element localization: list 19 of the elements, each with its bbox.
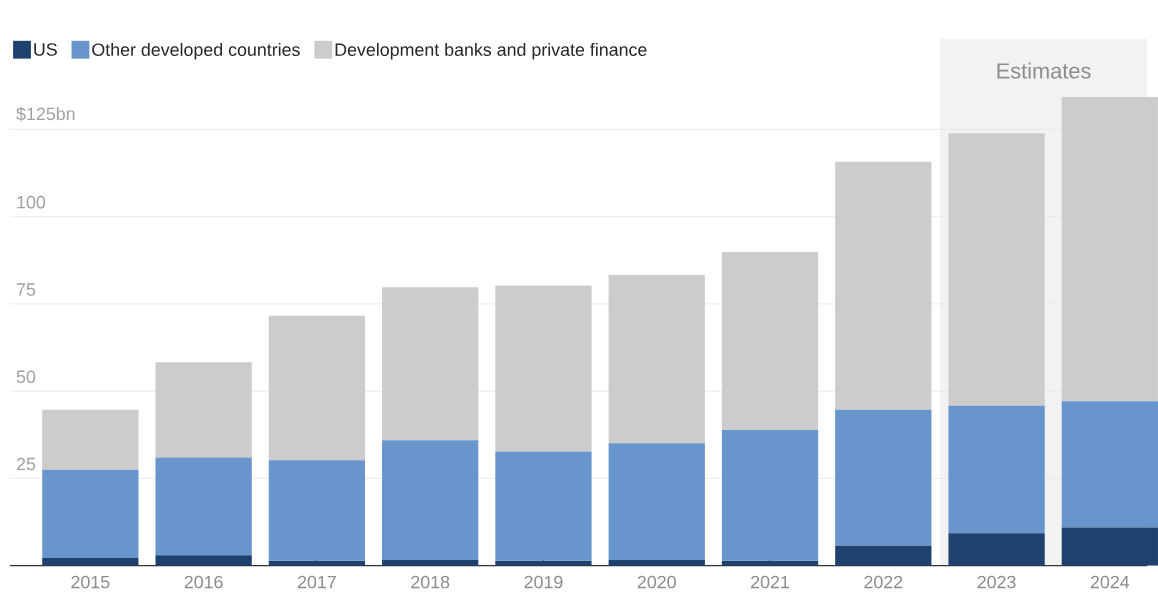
y-tick-label: 25 <box>16 457 36 471</box>
x-tick-label: 2015 <box>71 575 110 589</box>
x-tick-label: 2018 <box>411 575 450 589</box>
legend-label: Development banks and private finance <box>335 42 647 60</box>
x-tick-label: 2021 <box>751 575 789 589</box>
y-tick-label: 50 <box>16 370 36 383</box>
x-tick-label: 2016 <box>184 575 223 589</box>
y-tick-label: $125bn <box>16 106 75 122</box>
legend-label: US <box>34 43 57 56</box>
x-tick-label: 2024 <box>1090 575 1130 589</box>
legend-label: Other developed countries <box>92 42 300 60</box>
x-tick-label: 2017 <box>297 575 336 589</box>
x-tick-label: 2020 <box>637 575 676 589</box>
y-tick-label: 75 <box>16 283 36 296</box>
x-tick-label: 2022 <box>864 575 903 589</box>
x-tick-label: 2019 <box>524 575 563 589</box>
band-label: Estimates <box>997 62 1091 79</box>
x-tick-label: 2023 <box>977 575 1016 589</box>
y-tick-label: 100 <box>17 195 46 209</box>
